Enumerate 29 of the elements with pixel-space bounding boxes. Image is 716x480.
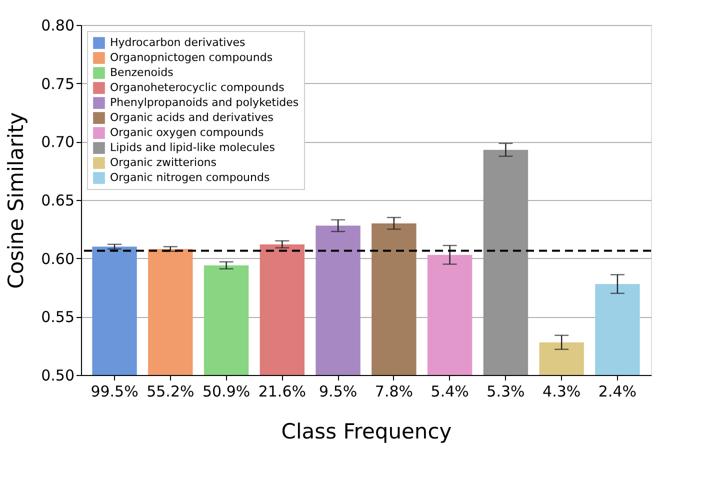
x-tick-label: 7.8% (374, 382, 413, 400)
y-tick-label: 0.50 (41, 366, 74, 384)
y-tick-label: 0.70 (41, 133, 74, 152)
y-tick-label: 0.60 (41, 250, 74, 268)
legend-label: Organic acids and derivatives (110, 111, 274, 124)
legend-label: Phenylpropanoids and polyketides (110, 96, 299, 109)
x-tick-label: 99.5% (90, 382, 138, 400)
x-tick-label: 21.6% (258, 382, 306, 400)
x-tick-label: 9.5% (319, 382, 358, 400)
y-tick-label: 0.55 (41, 308, 74, 326)
y-tick-label: 0.65 (41, 192, 74, 210)
x-tick-label: 55.2% (146, 382, 194, 400)
y-tick-label: 0.75 (41, 74, 74, 93)
x-tick-label: 50.9% (202, 382, 250, 400)
x-tick-label: 2.4% (598, 382, 637, 400)
legend-label: Benzenoids (110, 66, 174, 79)
x-tick-label: 5.3% (486, 382, 525, 400)
legend-label: Organic oxygen compounds (110, 126, 264, 139)
y-axis-title: Cosine Similarity (4, 112, 28, 289)
legend-label: Hydrocarbon derivatives (110, 36, 246, 49)
x-tick-label: 5.4% (430, 382, 469, 400)
legend-label: Organopnictogen compounds (110, 51, 273, 64)
x-tick-label: 4.3% (542, 382, 581, 400)
legend-label: Organic zwitterions (110, 156, 217, 169)
y-tick-label: 0.80 (41, 16, 74, 34)
legend-label: Lipids and lipid-like molecules (110, 141, 276, 154)
x-axis-title: Class Frequency (281, 420, 452, 444)
legend-label: Organic nitrogen compounds (110, 171, 270, 184)
legend-label: Organoheterocyclic compounds (110, 81, 285, 94)
